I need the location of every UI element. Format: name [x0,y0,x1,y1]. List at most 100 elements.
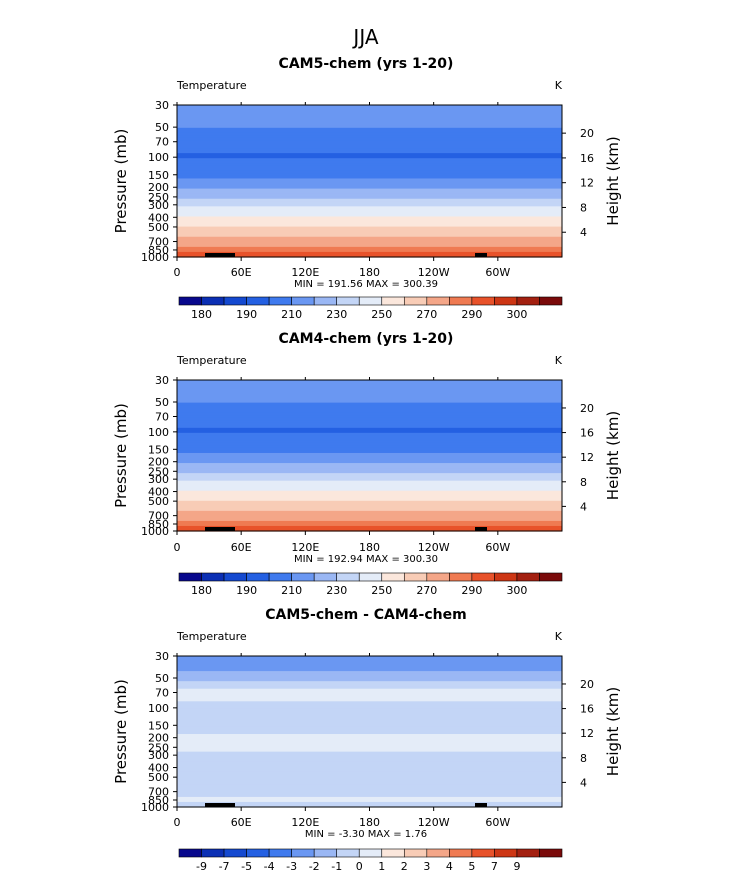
colorbar-label: -3 [286,860,297,872]
colorbar-swatch [178,296,202,306]
y-tick-label: 200 [148,456,169,469]
colorbar-label: 5 [468,860,475,872]
contour-band [177,658,562,662]
y2-tick-label: 12 [580,177,594,190]
contour-band [177,143,562,147]
contour-band [177,213,562,218]
contour-band [177,463,562,467]
colorbar-swatch [178,572,202,582]
contour-band [177,178,562,182]
contour-band [177,430,562,434]
y2-tick-label: 16 [580,703,594,716]
colorbar-swatch [246,848,270,858]
y-tick-label: 850 [148,794,169,807]
colorbar-swatch [201,296,225,306]
contour-band [177,493,562,497]
colorbar-swatch [516,296,540,306]
contour-band [177,696,562,700]
contour-band [177,801,562,806]
contour-band [177,500,562,504]
y-tick-label: 850 [148,244,169,257]
colorbar-swatch [336,296,360,306]
figure-title: JJA [351,25,378,49]
x-tick-label: 180 [359,541,380,554]
colorbar-swatch [223,296,247,306]
contour-band [177,110,562,114]
y-tick-label: 50 [155,672,169,685]
colorbar-swatch [313,296,338,306]
x-tick-label: 120W [418,266,450,279]
contour-band [177,661,562,665]
y2-tick-label: 8 [580,752,587,765]
contour-band [177,698,562,702]
y-tick-label: 50 [155,396,169,409]
contour-band [177,415,562,419]
colorbar-label: 250 [371,308,392,321]
colorbar-swatch [381,296,405,306]
contour-band [177,460,562,464]
colorbar-swatch [358,848,383,858]
contour-band [177,140,562,144]
x-tick-label: 120W [418,816,450,829]
contour-band [177,495,562,499]
colorbar-swatch [426,572,450,582]
contour-band [177,105,562,109]
y-tick-label: 30 [155,374,169,387]
contour-band [177,236,562,240]
contour-band [177,681,562,685]
contour-band [177,234,562,238]
colorbar-swatch [268,572,292,582]
colorbar-swatch [449,296,473,306]
colorbar-label: 210 [281,584,302,597]
y2-tick-label: 16 [580,152,594,165]
colorbar-label: 7 [491,860,498,872]
contour-band [177,713,562,717]
contour-band [177,219,562,223]
y2-tick-label: 8 [580,201,587,214]
contour-band [177,145,562,149]
colorbar-swatch [223,848,247,858]
contour-band [177,723,562,728]
contour-band [177,754,562,758]
contour-band [177,703,562,707]
y-tick-label: 500 [148,495,169,508]
y-tick-label: 100 [148,426,169,439]
y-tick-label: 30 [155,650,169,663]
contour-band [177,701,562,705]
contour-band [177,117,562,121]
x-tick-label: 180 [359,816,380,829]
contour-band [177,163,562,167]
contour-band [177,505,562,509]
contour-band [177,776,562,780]
contour-band [177,528,562,532]
contour-band [177,804,562,808]
y-tick-label: 70 [155,686,169,699]
contour-band [177,691,562,695]
colorbar-swatch [494,848,518,858]
y-tick-label: 400 [148,211,169,224]
contour-band [177,148,562,152]
contour-band [177,447,562,452]
contour-band [177,445,562,449]
contour-band [177,183,562,187]
contour-band [177,127,562,131]
y-tick-label: 150 [148,719,169,732]
y2-tick-label: 16 [580,427,594,440]
contour-band [177,153,562,157]
contour-band [177,244,562,248]
contour-band [177,130,562,134]
contour-band [177,515,562,520]
colorbar-label: 300 [506,584,527,597]
contour-band [177,203,562,207]
contour-band [177,473,562,477]
panel-variable-label: Temperature [176,354,247,367]
contour-band [177,686,562,690]
contour-band [177,437,562,441]
colorbar-swatch [539,572,563,582]
colorbar-swatch [268,848,292,858]
contour-band [177,525,562,530]
contour-band [177,410,562,414]
colorbar-swatch [403,848,428,858]
y-tick-label: 250 [148,741,169,754]
y2-tick-label: 20 [580,127,594,140]
